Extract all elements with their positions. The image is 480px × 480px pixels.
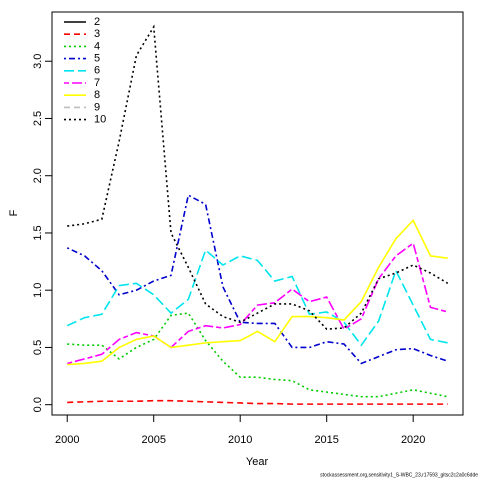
legend-label: 6 [94, 65, 100, 77]
series-line [66, 193, 449, 365]
y-tick-label: 0.0 [32, 397, 44, 412]
plot-box [51, 11, 464, 416]
y-tick-label: 0.5 [32, 340, 44, 355]
y-tick-label: 2.0 [32, 168, 44, 183]
y-tick-label: 1.5 [32, 225, 44, 240]
x-axis-label: Year [246, 456, 269, 468]
x-tick-label: 2000 [55, 434, 79, 446]
legend-label: 3 [94, 28, 100, 40]
series-line [66, 248, 448, 347]
series-line [67, 24, 449, 330]
legend-label: 8 [94, 89, 100, 101]
legend-label: 2 [94, 16, 100, 28]
y-tick-label: 3.0 [32, 54, 44, 69]
series-line [67, 218, 448, 366]
legend-label: 7 [94, 77, 100, 89]
y-tick-label: 2.5 [32, 111, 44, 126]
x-tick-label: 2015 [314, 434, 338, 446]
x-tick-label: 2005 [141, 434, 165, 446]
x-tick-label: 2010 [228, 434, 252, 446]
y-axis-label: F [8, 209, 20, 216]
legend-label: 9 [94, 101, 100, 113]
footer: stockassessment.org,sensitivity1_S-WBC_2… [320, 472, 478, 478]
legend-label: 4 [94, 40, 100, 52]
legend-label: 10 [94, 114, 106, 126]
x-tick-label: 2020 [401, 434, 425, 446]
legend-label: 5 [94, 53, 100, 65]
y-tick-label: 1.0 [32, 283, 44, 298]
series-line [67, 241, 448, 365]
series-line [67, 399, 448, 405]
series-line [67, 312, 448, 398]
